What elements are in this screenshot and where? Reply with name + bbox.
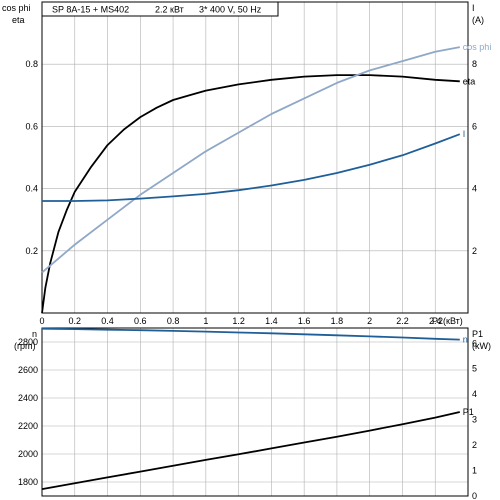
series-label-P1: P1 <box>463 407 474 417</box>
left-tick-label: 2400 <box>18 393 38 403</box>
x-tick-label: 0.6 <box>134 316 147 326</box>
x-tick-label: 2 <box>367 316 372 326</box>
right-tick-label: 4 <box>472 389 477 399</box>
series-line-cos-phi <box>41 46 460 274</box>
title-model: SP 8A-15 + MS402 <box>52 5 129 15</box>
series-label-I: I <box>463 129 466 139</box>
x-tick-label: 0.2 <box>69 316 82 326</box>
x-tick-label: 2.4 <box>429 316 442 326</box>
series-lines: eta cos phi In P1 <box>41 42 492 490</box>
lower-right-axis-label-bottom: (kW) <box>472 341 491 351</box>
left-tick-label: 2000 <box>18 449 38 459</box>
lower-plot-frame <box>41 327 469 497</box>
right-tick-label: 2 <box>472 440 477 450</box>
x-axis-label: P2(кВт) <box>432 316 463 326</box>
right-tick-label: 5 <box>472 364 477 374</box>
upper-left-axis-label-top: cos phi <box>2 3 31 13</box>
x-tick-label: 1 <box>203 316 208 326</box>
x-tick-label: 1.4 <box>265 316 278 326</box>
series-label-n: n <box>463 335 468 345</box>
left-tick-label: 0.8 <box>25 59 38 69</box>
series-line-n <box>41 327 460 341</box>
x-tick-label: 1.6 <box>298 316 311 326</box>
left-tick-label: 2200 <box>18 421 38 431</box>
lower-grid <box>42 328 468 496</box>
series-label-cos-phi: cos phi <box>463 42 492 52</box>
title-box-frame <box>41 1 279 17</box>
left-tick-label: 0.2 <box>25 246 38 256</box>
right-tick-label: 8 <box>472 59 477 69</box>
right-tick-label: 0 <box>472 491 477 500</box>
series-label-eta: eta <box>463 76 476 86</box>
lower-right-axis-label-top: P1 <box>472 329 483 339</box>
upper-right-axis-label-bottom: (A) <box>472 15 484 25</box>
lower-left-axis-label-top: n <box>32 329 37 339</box>
right-tick-label: 6 <box>472 338 477 348</box>
left-tick-label: 1800 <box>18 477 38 487</box>
right-tick-label: 3 <box>472 415 477 425</box>
left-tick-label: 0.4 <box>25 184 38 194</box>
right-tick-label: 1 <box>472 466 477 476</box>
x-tick-label: 0.8 <box>167 316 180 326</box>
title-supply: 3* 400 V, 50 Hz <box>199 5 262 15</box>
series-line-P1 <box>41 411 460 490</box>
title-box: SP 8A-15 + MS402 2.2 кВт 3* 400 V, 50 Hz <box>41 1 279 17</box>
title-power: 2.2 кВт <box>155 5 184 15</box>
x-tick-label: 0 <box>39 316 44 326</box>
tick-labels: 0 0.2 0.4 0.6 0.8 1 1.2 1.4 1.6 1.8 2 2.2 2.4 0.2 0.4 0… <box>18 59 477 500</box>
series-line-I <box>42 133 461 202</box>
x-tick-label: 0.4 <box>101 316 114 326</box>
x-tick-label: 2.2 <box>396 316 409 326</box>
lower-left-axis-label-bottom: (rpm) <box>14 341 36 351</box>
x-tick-label: 1.8 <box>331 316 344 326</box>
right-tick-label: 6 <box>472 121 477 131</box>
left-tick-label: 2600 <box>18 365 38 375</box>
right-tick-label: 4 <box>472 184 477 194</box>
right-tick-label: 2 <box>472 246 477 256</box>
series-line-eta <box>41 74 460 314</box>
x-tick-label: 1.2 <box>232 316 245 326</box>
upper-left-axis-label-bottom: eta <box>12 15 25 25</box>
upper-right-axis-label-top: I <box>472 3 475 13</box>
left-tick-label: 0.6 <box>25 121 38 131</box>
left-tick-label: 2800 <box>18 337 38 347</box>
